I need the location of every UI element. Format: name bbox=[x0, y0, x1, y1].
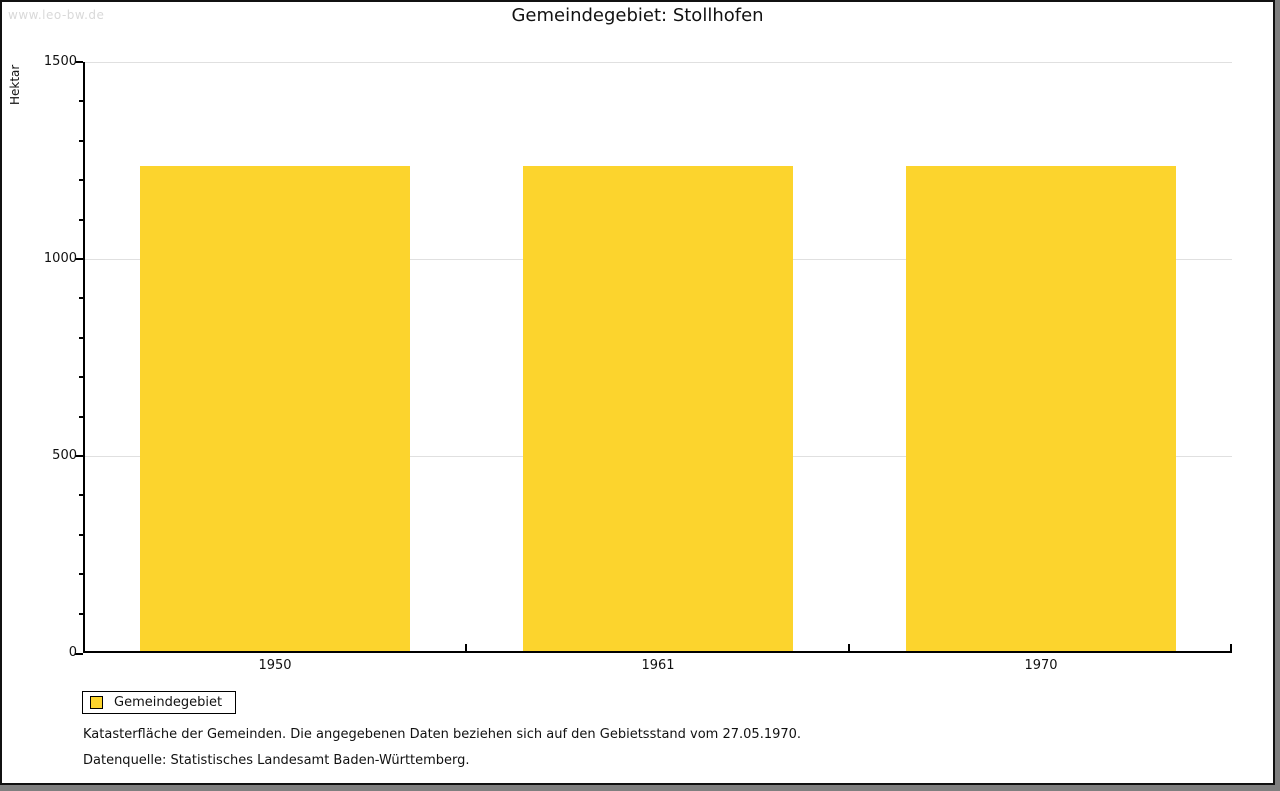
y-tick-minor bbox=[79, 179, 83, 181]
y-tick-major bbox=[75, 653, 83, 655]
bar-1961 bbox=[523, 166, 793, 651]
y-tick-major bbox=[75, 258, 83, 260]
x-axis-label-1970: 1970 bbox=[1024, 658, 1058, 673]
footer-source: Datenquelle: Statistisches Landesamt Bad… bbox=[83, 753, 470, 768]
y-tick-label: 1500 bbox=[43, 54, 77, 69]
bar-1950 bbox=[140, 166, 410, 651]
y-axis-line bbox=[83, 62, 85, 653]
chart-title: Gemeindegebiet: Stollhofen bbox=[511, 5, 764, 26]
y-axis-label: Hektar bbox=[8, 64, 22, 105]
y-tick-minor bbox=[79, 140, 83, 142]
bar-1970 bbox=[906, 166, 1176, 651]
legend-box: Gemeindegebiet bbox=[82, 691, 237, 714]
y-tick-major bbox=[75, 455, 83, 457]
y-tick-label: 0 bbox=[68, 645, 77, 660]
y-tick-minor bbox=[79, 376, 83, 378]
y-tick-minor bbox=[79, 337, 83, 339]
y-tick-major bbox=[75, 61, 83, 63]
legend-swatch-icon bbox=[90, 696, 103, 709]
y-tick-minor bbox=[79, 219, 83, 221]
x-boundary-tick bbox=[465, 644, 467, 651]
y-tick-minor bbox=[79, 494, 83, 496]
watermark: www.leo-bw.de bbox=[8, 8, 105, 22]
y-tick-minor bbox=[79, 613, 83, 615]
x-end-tick bbox=[1230, 644, 1232, 651]
gridline-1500 bbox=[85, 62, 1232, 63]
x-boundary-tick bbox=[848, 644, 850, 651]
legend-label: Gemeindegebiet bbox=[114, 695, 223, 710]
x-axis-label-1950: 1950 bbox=[258, 658, 292, 673]
x-axis-line bbox=[83, 651, 1232, 653]
footer-description: Katasterfläche der Gemeinden. Die angege… bbox=[83, 727, 802, 742]
plot-area bbox=[75, 61, 1232, 655]
y-tick-minor bbox=[79, 534, 83, 536]
y-tick-minor bbox=[79, 416, 83, 418]
y-tick-minor bbox=[79, 297, 83, 299]
y-tick-minor bbox=[79, 100, 83, 102]
y-tick-label: 500 bbox=[52, 448, 77, 463]
y-tick-minor bbox=[79, 573, 83, 575]
y-tick-label: 1000 bbox=[43, 251, 77, 266]
x-axis-label-1961: 1961 bbox=[641, 658, 675, 673]
